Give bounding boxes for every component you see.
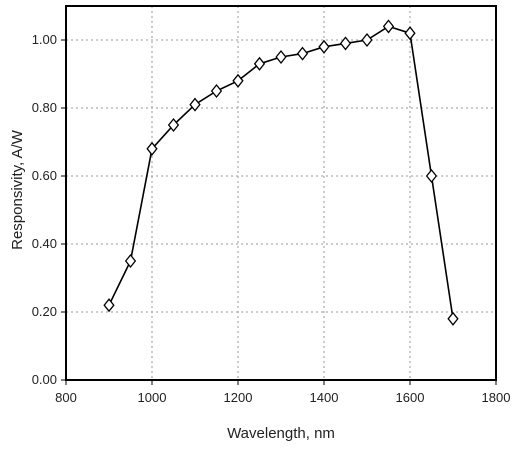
data-point [146,141,158,156]
x-tick-label: 1600 [396,390,425,405]
y-tick-label: 0.80 [32,100,57,115]
data-point [361,32,373,48]
data-point [253,56,266,71]
y-tick-label: 0.00 [32,372,57,387]
y-tick-label: 1.00 [32,32,57,47]
data-point [296,46,309,61]
series [103,19,459,326]
grid-lines [66,6,496,380]
x-tick-label: 800 [55,390,77,405]
y-tick-label: 0.60 [32,168,57,183]
y-tick-label: 0.40 [32,236,57,251]
x-tick-label: 1400 [310,390,339,405]
data-point [232,73,244,88]
data-point [167,117,180,133]
data-point [447,311,459,326]
plot-background [66,6,496,380]
data-point [382,19,395,34]
data-point [103,298,115,313]
data-point [210,83,223,99]
x-tick-label: 1200 [224,390,253,405]
tick-labels: 800 1000 1200 1400 1600 1800 0.00 0.20 0.40 0.60 0… [32,32,511,405]
x-axis-title: Wavelength, nm [227,425,335,442]
data-point [318,39,330,54]
x-tick-label: 1800 [482,390,511,405]
data-point [404,26,416,41]
data-point [275,49,287,65]
data-point [189,97,201,112]
x-tick-label: 1000 [138,390,167,405]
plot-frame [65,5,497,381]
data-point [339,36,352,51]
data-point [124,253,137,269]
data-point [425,168,438,184]
y-axis-title: Responsivity, A/W [9,129,26,250]
y-tick-label: 0.20 [32,304,57,319]
